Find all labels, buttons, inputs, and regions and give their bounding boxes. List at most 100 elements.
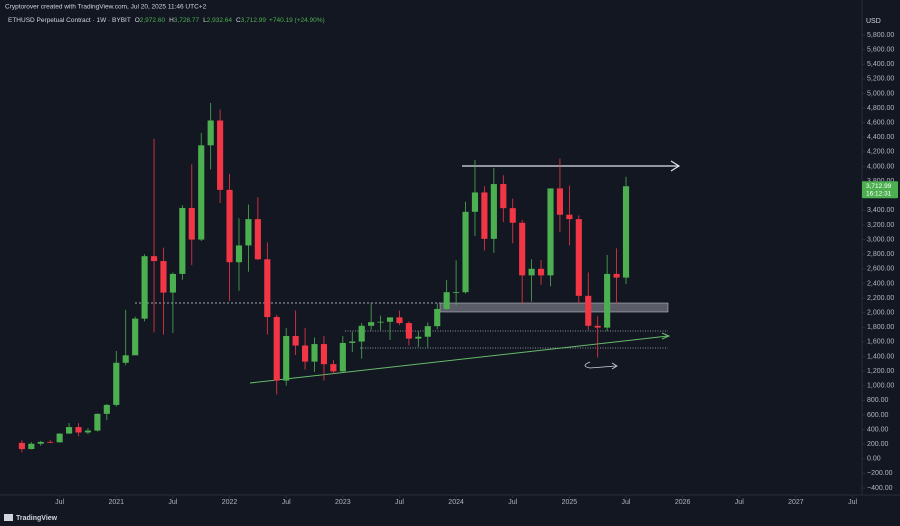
candles [18,102,630,453]
candle-body [169,273,176,293]
candle-body [415,336,422,339]
candle-body [150,256,158,262]
candle-body [311,344,318,362]
candle-body [462,211,469,293]
y-tick-label: 800.00 [867,397,889,404]
legend-item: ETHUSD Perpetual Contract · 1W · BYBIT [8,17,131,24]
brand: TradingView [16,515,58,522]
candle-body [537,268,545,276]
x-tick-label: Jul [168,499,177,506]
candle-body [575,219,582,296]
countdown: 16:12:31 [866,190,892,197]
candle-body [56,433,63,443]
candle-body [132,318,139,356]
curved-arrowhead [611,362,618,370]
candle-body [217,120,224,190]
candle-body [349,341,356,343]
candle-body [84,430,92,433]
x-tick-label: Jul [282,499,291,506]
y-tick-label: 4,000.00 [867,163,894,170]
trendline-arrow [661,332,671,340]
y-tick-label: 3,200.00 [867,222,894,229]
candle-body [405,323,412,339]
candle-body [18,442,25,450]
y-tick-label: 4,800.00 [867,105,894,112]
candle-body [500,184,507,209]
y-tick-label: 1,400.00 [867,353,894,360]
y-tick-label: 400.00 [867,426,889,433]
y-tick-label: 4,600.00 [867,120,894,127]
last-price-box [862,181,898,199]
candle-body [179,207,186,274]
candle-body [122,355,129,363]
candle-body [481,192,488,239]
candle-body [566,214,573,220]
resistance-arrowhead [670,160,681,172]
y-tick-label: −200.00 [867,470,893,477]
candle-body [47,441,54,443]
candle-body [377,321,384,323]
candle-body [207,120,214,146]
candle-body [556,188,564,215]
x-tick-label: 2025 [562,499,578,506]
x-tick-label: 2022 [222,499,238,506]
x-tick-label: 2023 [335,499,351,506]
candle-body [509,208,516,223]
trendline [249,335,669,384]
y-tick-label: 4,400.00 [867,134,894,141]
candle-body [434,308,441,327]
legend-item: 2,972.60 [140,17,166,24]
candle-body [547,188,554,276]
candle-body [292,336,299,346]
x-tick-label: Jul [508,499,517,506]
candle-body [443,292,450,309]
y-tick-label: 5,200.00 [867,76,894,83]
candle-body [226,189,233,263]
candle-body [613,273,620,278]
y-tick-label: 5,000.00 [867,90,894,97]
x-tick-label: Jul [55,499,64,506]
y-tick-label: 200.00 [867,441,889,448]
y-tick-label: 5,800.00 [867,32,894,39]
x-tick-label: Jul [395,499,404,506]
candle-body [301,345,309,362]
y-tick-label: 2,400.00 [867,280,894,287]
brand-logo [4,514,13,521]
candle-body [188,207,195,240]
legend-item: 3,728.77 [174,17,200,24]
legend-text: ETHUSD Perpetual Contract · 1W · BYBIT O2… [8,17,325,24]
candle-body [396,317,403,324]
candle-body [37,441,44,444]
y-tick-label: 2,000.00 [867,309,894,316]
header: Cryptorover created with TradingView.com… [5,4,207,11]
y-tick-label: 1,000.00 [867,383,894,390]
legend-item: 2,932.64 [207,17,233,24]
candle-body [28,443,35,450]
candle-body [368,322,375,326]
currency: USD [866,18,881,25]
candle-body [160,261,167,293]
legend-item: O [135,17,140,24]
candle-body [471,192,479,212]
legend-item: L [203,17,207,24]
candle-body [66,427,73,434]
candle-body [519,222,526,276]
candle-body [75,427,82,433]
candle-body [386,317,394,322]
y-tick-label: 600.00 [867,412,889,419]
y-tick-label: 1,800.00 [867,324,894,331]
y-tick-label: 2,200.00 [867,295,894,302]
candle-body [235,245,243,263]
y-tick-label: 5,600.00 [867,46,894,53]
candle-body [273,317,280,381]
candle-body [585,295,592,326]
candle-body [358,325,365,342]
y-tick-label: 1,200.00 [867,368,894,375]
legend-item: +740.19 (+24.90%) [269,17,325,24]
candle-body [264,259,271,318]
candle-body [528,268,535,276]
last-price-label: 3,712.99 [866,183,892,190]
legend-item: C [236,17,241,24]
